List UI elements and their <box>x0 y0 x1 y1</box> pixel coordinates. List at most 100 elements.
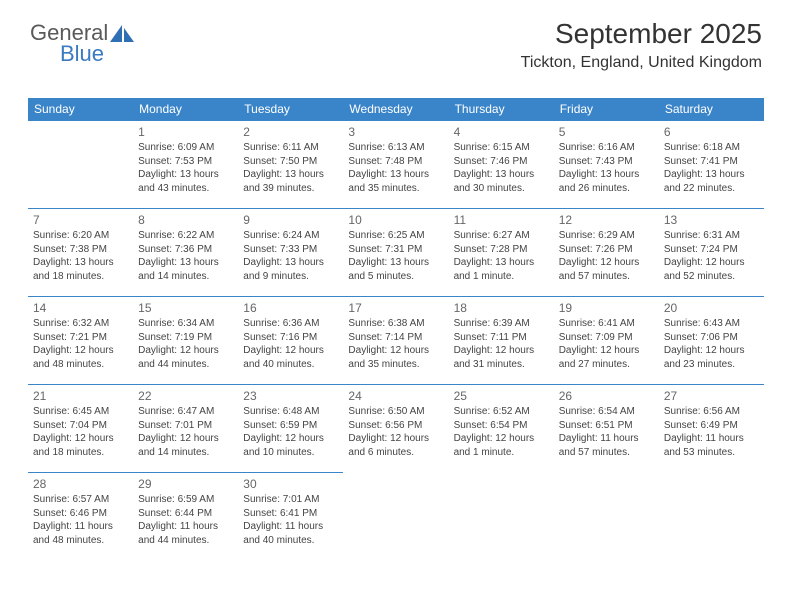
day-header: Friday <box>554 98 659 120</box>
day-cell: 21Sunrise: 6:45 AMSunset: 7:04 PMDayligh… <box>28 384 133 472</box>
sunset-text: Sunset: 6:41 PM <box>243 507 338 521</box>
day-header: Thursday <box>449 98 554 120</box>
sunrise-text: Sunrise: 6:29 AM <box>559 229 654 243</box>
day-cell: 1Sunrise: 6:09 AMSunset: 7:53 PMDaylight… <box>133 120 238 208</box>
sunset-text: Sunset: 7:53 PM <box>138 155 233 169</box>
daylight-text: Daylight: 12 hours and 10 minutes. <box>243 432 338 459</box>
sunset-text: Sunset: 7:14 PM <box>348 331 443 345</box>
sunrise-text: Sunrise: 6:59 AM <box>138 493 233 507</box>
daylight-text: Daylight: 11 hours and 53 minutes. <box>664 432 759 459</box>
sunset-text: Sunset: 7:46 PM <box>454 155 549 169</box>
day-cell: 17Sunrise: 6:38 AMSunset: 7:14 PMDayligh… <box>343 296 448 384</box>
day-cell: 4Sunrise: 6:15 AMSunset: 7:46 PMDaylight… <box>449 120 554 208</box>
day-cell: 26Sunrise: 6:54 AMSunset: 6:51 PMDayligh… <box>554 384 659 472</box>
daylight-text: Daylight: 13 hours and 39 minutes. <box>243 168 338 195</box>
day-number: 25 <box>454 388 549 404</box>
sunrise-text: Sunrise: 6:32 AM <box>33 317 128 331</box>
daylight-text: Daylight: 12 hours and 27 minutes. <box>559 344 654 371</box>
day-number: 26 <box>559 388 654 404</box>
sunset-text: Sunset: 7:04 PM <box>33 419 128 433</box>
sunset-text: Sunset: 7:33 PM <box>243 243 338 257</box>
day-cell: 19Sunrise: 6:41 AMSunset: 7:09 PMDayligh… <box>554 296 659 384</box>
day-cell: 27Sunrise: 6:56 AMSunset: 6:49 PMDayligh… <box>659 384 764 472</box>
header: September 2025 Tickton, England, United … <box>521 18 762 72</box>
sunset-text: Sunset: 6:56 PM <box>348 419 443 433</box>
day-cell: 2Sunrise: 6:11 AMSunset: 7:50 PMDaylight… <box>238 120 343 208</box>
sunrise-text: Sunrise: 6:16 AM <box>559 141 654 155</box>
location-text: Tickton, England, United Kingdom <box>521 54 762 72</box>
sunrise-text: Sunrise: 6:50 AM <box>348 405 443 419</box>
day-cell: 10Sunrise: 6:25 AMSunset: 7:31 PMDayligh… <box>343 208 448 296</box>
sunrise-text: Sunrise: 6:15 AM <box>454 141 549 155</box>
sunset-text: Sunset: 6:46 PM <box>33 507 128 521</box>
day-cell: 9Sunrise: 6:24 AMSunset: 7:33 PMDaylight… <box>238 208 343 296</box>
sunrise-text: Sunrise: 6:20 AM <box>33 229 128 243</box>
sunrise-text: Sunrise: 6:11 AM <box>243 141 338 155</box>
day-number: 24 <box>348 388 443 404</box>
sunrise-text: Sunrise: 6:18 AM <box>664 141 759 155</box>
day-number: 18 <box>454 300 549 316</box>
day-cell: 8Sunrise: 6:22 AMSunset: 7:36 PMDaylight… <box>133 208 238 296</box>
day-cell: 5Sunrise: 6:16 AMSunset: 7:43 PMDaylight… <box>554 120 659 208</box>
daylight-text: Daylight: 12 hours and 31 minutes. <box>454 344 549 371</box>
sunset-text: Sunset: 7:09 PM <box>559 331 654 345</box>
daylight-text: Daylight: 12 hours and 14 minutes. <box>138 432 233 459</box>
day-number: 27 <box>664 388 759 404</box>
sunrise-text: Sunrise: 6:54 AM <box>559 405 654 419</box>
day-cell <box>659 472 764 560</box>
day-number: 8 <box>138 212 233 228</box>
sunset-text: Sunset: 7:26 PM <box>559 243 654 257</box>
day-cell: 25Sunrise: 6:52 AMSunset: 6:54 PMDayligh… <box>449 384 554 472</box>
day-number: 9 <box>243 212 338 228</box>
day-cell: 12Sunrise: 6:29 AMSunset: 7:26 PMDayligh… <box>554 208 659 296</box>
sunset-text: Sunset: 7:31 PM <box>348 243 443 257</box>
day-number: 21 <box>33 388 128 404</box>
sunset-text: Sunset: 7:50 PM <box>243 155 338 169</box>
daylight-text: Daylight: 12 hours and 52 minutes. <box>664 256 759 283</box>
daylight-text: Daylight: 11 hours and 44 minutes. <box>138 520 233 547</box>
sunset-text: Sunset: 6:49 PM <box>664 419 759 433</box>
day-number: 17 <box>348 300 443 316</box>
logo: General Blue <box>30 22 108 65</box>
day-number: 30 <box>243 476 338 492</box>
day-header: Monday <box>133 98 238 120</box>
sunrise-text: Sunrise: 6:52 AM <box>454 405 549 419</box>
sunset-text: Sunset: 7:41 PM <box>664 155 759 169</box>
day-number: 10 <box>348 212 443 228</box>
day-cell: 28Sunrise: 6:57 AMSunset: 6:46 PMDayligh… <box>28 472 133 560</box>
day-number: 12 <box>559 212 654 228</box>
sunrise-text: Sunrise: 6:09 AM <box>138 141 233 155</box>
day-number: 7 <box>33 212 128 228</box>
sunset-text: Sunset: 7:01 PM <box>138 419 233 433</box>
sunrise-text: Sunrise: 6:48 AM <box>243 405 338 419</box>
sunrise-text: Sunrise: 6:57 AM <box>33 493 128 507</box>
sunset-text: Sunset: 7:21 PM <box>33 331 128 345</box>
sunset-text: Sunset: 7:36 PM <box>138 243 233 257</box>
sunset-text: Sunset: 7:11 PM <box>454 331 549 345</box>
logo-sail-icon <box>108 24 138 49</box>
daylight-text: Daylight: 12 hours and 18 minutes. <box>33 432 128 459</box>
sunrise-text: Sunrise: 6:25 AM <box>348 229 443 243</box>
sunset-text: Sunset: 6:44 PM <box>138 507 233 521</box>
sunrise-text: Sunrise: 6:39 AM <box>454 317 549 331</box>
daylight-text: Daylight: 12 hours and 48 minutes. <box>33 344 128 371</box>
day-cell <box>449 472 554 560</box>
day-cell: 24Sunrise: 6:50 AMSunset: 6:56 PMDayligh… <box>343 384 448 472</box>
day-cell: 29Sunrise: 6:59 AMSunset: 6:44 PMDayligh… <box>133 472 238 560</box>
daylight-text: Daylight: 11 hours and 40 minutes. <box>243 520 338 547</box>
day-number: 29 <box>138 476 233 492</box>
sunset-text: Sunset: 6:54 PM <box>454 419 549 433</box>
day-number: 4 <box>454 124 549 140</box>
daylight-text: Daylight: 12 hours and 1 minute. <box>454 432 549 459</box>
day-number: 15 <box>138 300 233 316</box>
sunset-text: Sunset: 7:48 PM <box>348 155 443 169</box>
day-cell: 16Sunrise: 6:36 AMSunset: 7:16 PMDayligh… <box>238 296 343 384</box>
day-number: 19 <box>559 300 654 316</box>
daylight-text: Daylight: 13 hours and 26 minutes. <box>559 168 654 195</box>
daylight-text: Daylight: 13 hours and 35 minutes. <box>348 168 443 195</box>
sunrise-text: Sunrise: 6:43 AM <box>664 317 759 331</box>
sunset-text: Sunset: 7:38 PM <box>33 243 128 257</box>
daylight-text: Daylight: 12 hours and 35 minutes. <box>348 344 443 371</box>
sunrise-text: Sunrise: 6:31 AM <box>664 229 759 243</box>
day-number: 11 <box>454 212 549 228</box>
